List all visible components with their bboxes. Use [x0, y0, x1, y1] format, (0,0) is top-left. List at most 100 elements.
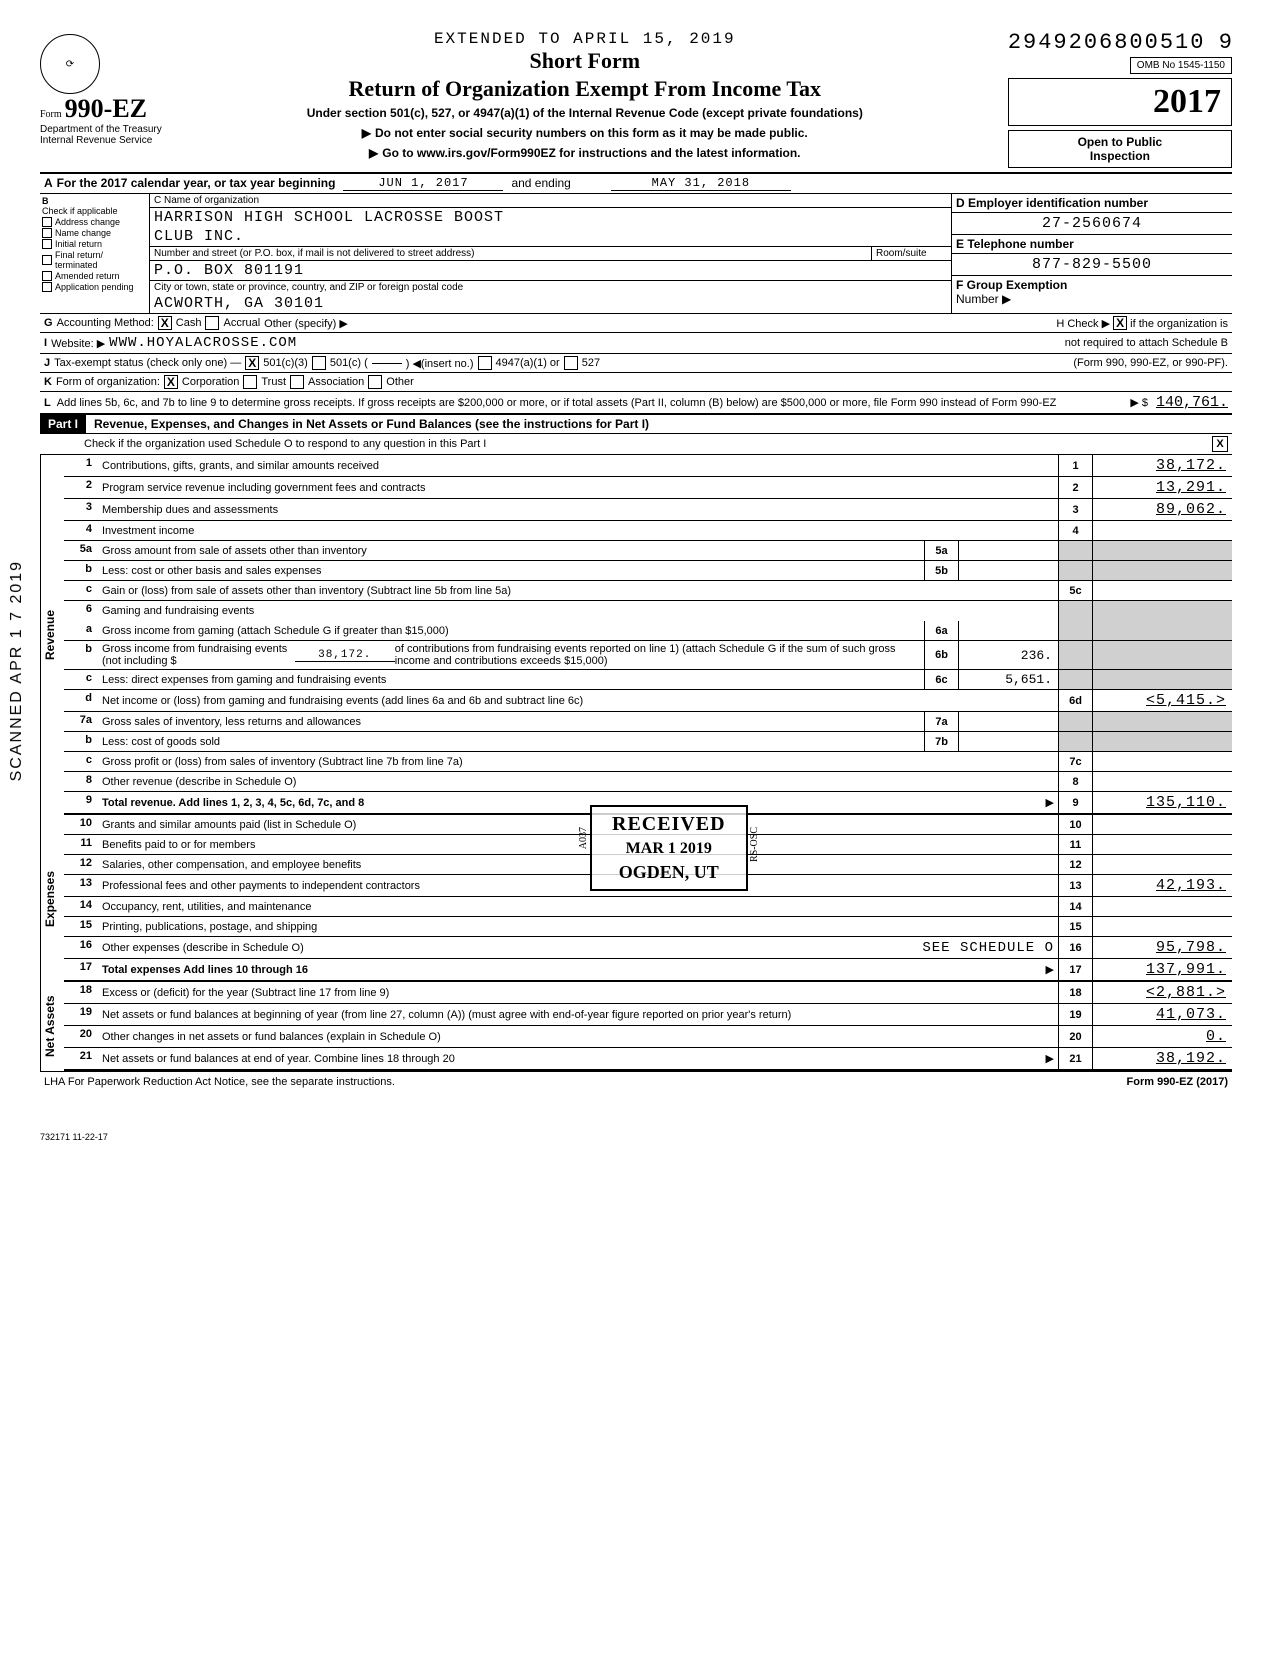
subtitle: Under section 501(c), 527, or 4947(a)(1)…	[172, 106, 998, 120]
street-label: Number and street (or P.O. box, if mail …	[150, 247, 871, 260]
form-label: Form 990-EZ	[40, 94, 162, 124]
chk-cash[interactable]: X	[158, 316, 172, 330]
line-5b: bLess: cost or other basis and sales exp…	[64, 561, 1232, 581]
chk-schedule-b[interactable]: X	[1113, 316, 1127, 330]
form-number: 990-EZ	[65, 94, 147, 123]
footer-code: 732171 11-22-17	[40, 1132, 1232, 1142]
open-to-public: Open to Public Inspection	[1008, 130, 1232, 168]
efile-logo: ⟳	[40, 34, 100, 94]
open-public-2: Inspection	[1017, 149, 1223, 163]
chk-4947[interactable]	[478, 356, 492, 370]
row-l-value: 140,761.	[1156, 394, 1228, 411]
row-l-gross-receipts: L Add lines 5b, 6c, and 7b to line 9 to …	[40, 392, 1232, 415]
column-b-checkboxes: B Check if applicable Address change Nam…	[40, 194, 150, 313]
lbl-accrual: Accrual	[223, 317, 260, 329]
tax-exempt-label: Tax-exempt status (check only one) —	[54, 357, 241, 369]
title-block: EXTENDED TO APRIL 15, 2019 Short Form Re…	[172, 30, 998, 160]
tax-year-box: 2017	[1008, 78, 1232, 126]
org-name-1: HARRISON HIGH SCHOOL LACROSSE BOOST	[150, 208, 951, 227]
line-19: 19Net assets or fund balances at beginni…	[64, 1004, 1232, 1026]
form-reference: Form 990-EZ (2017)	[1127, 1076, 1228, 1088]
expenses-side-label: Expenses	[40, 815, 64, 982]
left-header: ⟳ Form 990-EZ Department of the Treasury…	[40, 30, 162, 146]
check-if-applicable: Check if applicable	[42, 206, 147, 216]
page-footer: LHA For Paperwork Reduction Act Notice, …	[40, 1071, 1232, 1092]
line-18: 18Excess or (deficit) for the year (Subt…	[64, 982, 1232, 1004]
phone-value: 877-829-5500	[952, 254, 1232, 276]
part-1-title: Revenue, Expenses, and Changes in Net As…	[86, 417, 649, 431]
schedule-o-check-row: Check if the organization used Schedule …	[40, 434, 1232, 455]
stamp-side2: RS-OSC	[749, 827, 760, 862]
revenue-side-label: Revenue	[40, 455, 64, 815]
instruction-2: Go to www.irs.gov/Form990EZ for instruct…	[172, 146, 998, 160]
chk-trust[interactable]	[243, 375, 257, 389]
h-text4: (Form 990, 990-EZ, or 990-PF).	[1073, 357, 1228, 369]
chk-final-return[interactable]	[42, 255, 52, 265]
chk-association[interactable]	[290, 375, 304, 389]
and-ending: and ending	[511, 176, 570, 191]
lbl-final-return: Final return/ terminated	[55, 250, 147, 270]
line-5a: 5aGross amount from sale of assets other…	[64, 541, 1232, 561]
city-value: ACWORTH, GA 30101	[150, 294, 951, 313]
chk-initial-return[interactable]	[42, 239, 52, 249]
line-6b: bGross income from fundraising events (n…	[64, 641, 1232, 670]
lbl-initial-return: Initial return	[55, 239, 102, 249]
lbl-corporation: Corporation	[182, 376, 239, 388]
lbl-amended-return: Amended return	[55, 271, 120, 281]
dln-number: 2949206800510	[1008, 30, 1206, 55]
line-7b: bLess: cost of goods sold7b	[64, 732, 1232, 752]
stamp-received: RECEIVED	[612, 813, 726, 836]
h-text3: not required to attach Schedule B	[1065, 337, 1228, 349]
chk-501c[interactable]	[312, 356, 326, 370]
chk-amended-return[interactable]	[42, 271, 52, 281]
row-j-tax-exempt: J Tax-exempt status (check only one) — X…	[40, 354, 1232, 373]
city-label: City or town, state or province, country…	[150, 281, 951, 294]
chk-accrual[interactable]	[205, 316, 219, 330]
lha-notice: LHA For Paperwork Reduction Act Notice, …	[44, 1076, 395, 1088]
lbl-527: 527	[582, 357, 600, 369]
row-l-arrow: ▶ $	[1130, 396, 1148, 409]
line-6d: dNet income or (loss) from gaming and fu…	[64, 690, 1232, 712]
chk-application-pending[interactable]	[42, 282, 52, 292]
h-text2: if the organization is	[1130, 318, 1228, 330]
org-name-2: CLUB INC.	[150, 227, 951, 247]
chk-name-change[interactable]	[42, 228, 52, 238]
main-title: Return of Organization Exempt From Incom…	[172, 76, 998, 102]
tax-year: 2017	[1153, 83, 1221, 120]
dept-irs: Internal Revenue Service	[40, 135, 162, 146]
row-h: H Check ▶ X if the organization is	[1056, 316, 1228, 330]
chk-501c3[interactable]: X	[245, 356, 259, 370]
tax-year-end: MAY 31, 2018	[611, 176, 791, 191]
line-15: 15Printing, publications, postage, and s…	[64, 917, 1232, 937]
stamp-date: MAR 1 2019	[612, 840, 726, 858]
chk-527[interactable]	[564, 356, 578, 370]
501c-insert[interactable]	[372, 363, 402, 364]
line-2: 2Program service revenue including gover…	[64, 477, 1232, 499]
lbl-other-specify: Other (specify) ▶	[264, 317, 348, 330]
part-1-label: Part I	[40, 415, 86, 433]
phone-label: E Telephone number	[952, 235, 1232, 254]
ein-value: 27-2560674	[952, 213, 1232, 235]
street-value: P.O. BOX 801191	[150, 260, 951, 281]
line-4: 4Investment income4	[64, 521, 1232, 541]
identity-block: B Check if applicable Address change Nam…	[40, 194, 1232, 314]
accounting-method-label: Accounting Method:	[57, 317, 154, 329]
schedule-o-checkbox[interactable]: X	[1212, 436, 1228, 452]
line-3: 3Membership dues and assessments389,062.	[64, 499, 1232, 521]
row-a-tax-year: A For the 2017 calendar year, or tax yea…	[40, 172, 1232, 194]
chk-other[interactable]	[368, 375, 382, 389]
line-6: 6Gaming and fundraising events	[64, 601, 1232, 621]
chk-address-change[interactable]	[42, 217, 52, 227]
lbl-4947: 4947(a)(1) or	[496, 357, 560, 369]
stamp-location: OGDEN, UT	[612, 862, 726, 883]
chk-corporation[interactable]: X	[164, 375, 178, 389]
omb-number: OMB No 1545-1150	[1130, 57, 1232, 74]
group-exemption: F Group Exemption Number ▶	[952, 276, 1232, 308]
lbl-association: Association	[308, 376, 364, 388]
line-5c: cGain or (loss) from sale of assets othe…	[64, 581, 1232, 601]
line-6a: aGross income from gaming (attach Schedu…	[64, 621, 1232, 641]
dept-treasury: Department of the Treasury	[40, 124, 162, 135]
h-check-label: H Check ▶	[1056, 318, 1110, 330]
line-7a: 7aGross sales of inventory, less returns…	[64, 712, 1232, 732]
stamp-side1: A037	[578, 827, 589, 849]
